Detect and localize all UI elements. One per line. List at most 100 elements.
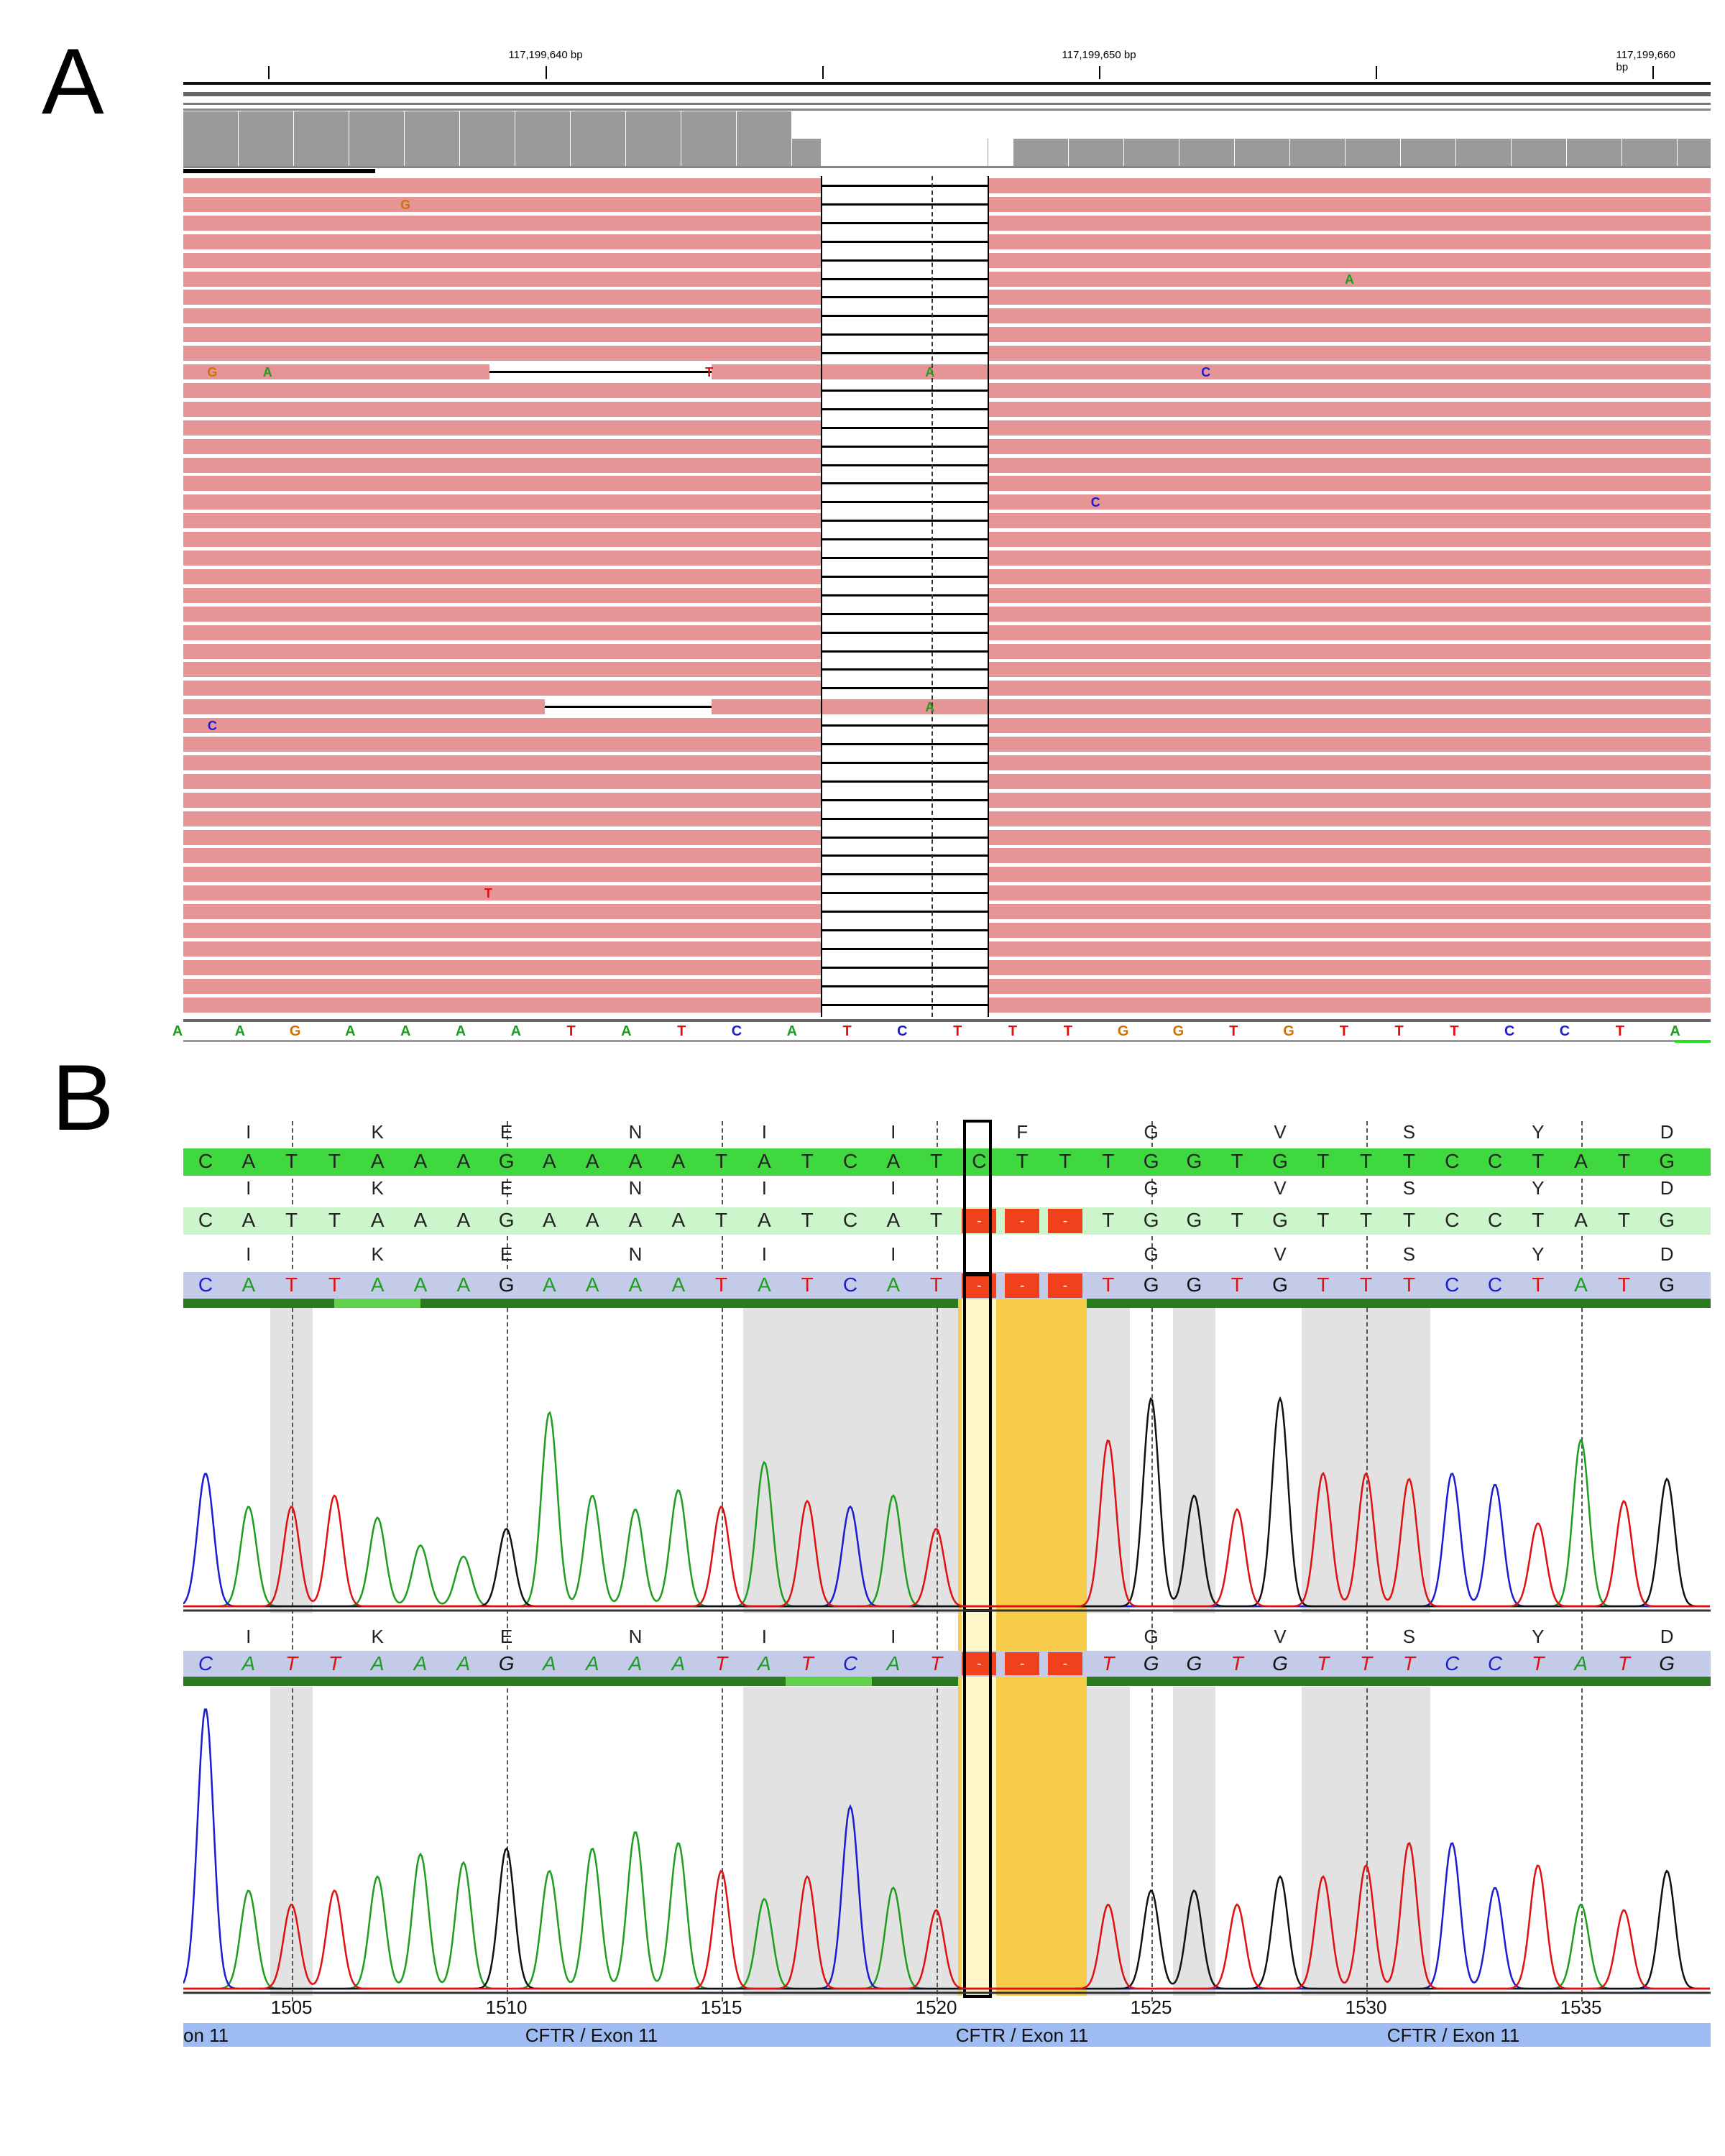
read: [989, 959, 1711, 975]
coverage-bar: [1013, 139, 1068, 166]
reference-base: T: [1229, 1023, 1238, 1039]
deletion-boundary: [988, 176, 989, 1017]
sequence-base: A: [242, 1209, 256, 1231]
read: [183, 215, 821, 231]
amino-acid: I: [891, 1243, 896, 1265]
deletion-line: [821, 185, 989, 187]
read: [989, 923, 1711, 938]
read: [989, 941, 1711, 957]
reference-base: A: [400, 1023, 411, 1039]
position-number: 1520: [915, 1996, 957, 2018]
read: [183, 941, 821, 957]
sequence-base: A: [758, 1209, 771, 1231]
deletion-line: [821, 929, 989, 931]
deletion-line: [821, 352, 989, 355]
quality-bar: [183, 1299, 958, 1308]
quality-bar-low: [786, 1677, 872, 1686]
amino-acid: K: [371, 1243, 384, 1265]
sequence-base: T: [285, 1652, 298, 1674]
read: [989, 494, 1711, 510]
coverage-track: [183, 111, 1711, 166]
amino-acid: S: [1402, 1121, 1416, 1143]
amino-acid: I: [761, 1243, 768, 1265]
sequence-base: A: [886, 1273, 901, 1296]
selection-bar: [1675, 1040, 1711, 1043]
sequence-base: A: [585, 1209, 599, 1231]
coverage-bar: [1456, 139, 1511, 166]
amino-acid: G: [1144, 1626, 1159, 1647]
read: [183, 476, 821, 492]
sequence-base: G: [1186, 1150, 1202, 1172]
sequence-base: T: [930, 1150, 943, 1172]
mismatch-base: G: [207, 365, 218, 379]
amino-acid: V: [1274, 1177, 1287, 1199]
divider: [183, 1019, 1711, 1022]
position-number: 1505: [270, 1996, 313, 2018]
quality-band: [1172, 1308, 1216, 1613]
read: [989, 587, 1711, 603]
deletion-line: [821, 407, 989, 410]
reference-base: T: [1063, 1023, 1072, 1039]
sequence-base: A: [370, 1652, 385, 1674]
sequence-base: A: [1574, 1150, 1588, 1172]
sequence-base: A: [242, 1150, 256, 1172]
read: [989, 382, 1711, 398]
ruler-line: [183, 82, 1711, 85]
sequence-base: A: [413, 1652, 428, 1674]
reference-base: T: [1394, 1023, 1404, 1039]
coverage-bar: [792, 139, 821, 166]
sequence-base: T: [1617, 1150, 1630, 1172]
read: [989, 457, 1711, 473]
sequence-base: T: [1230, 1273, 1243, 1296]
coverage-bar: [294, 111, 349, 166]
deletion-box: -: [1005, 1273, 1040, 1298]
amino-acid: G: [1144, 1177, 1159, 1199]
read: [183, 997, 821, 1013]
read: [183, 550, 821, 566]
read: [989, 643, 1711, 659]
deletion-line: [821, 687, 989, 690]
trace-C: [183, 1708, 1710, 1990]
mismatch-base: G: [400, 197, 411, 212]
coverage-bar: [460, 111, 515, 166]
sequence-base: T: [328, 1209, 341, 1231]
sequence-base: G: [1143, 1150, 1159, 1172]
read: [183, 420, 821, 436]
deletion-line: [821, 761, 989, 764]
amino-acid: G: [1144, 1243, 1159, 1265]
read: [183, 923, 821, 938]
sequence-base: A: [242, 1273, 256, 1296]
amino-acid: D: [1660, 1243, 1674, 1265]
sequence-base: G: [498, 1652, 515, 1674]
amino-acid: Y: [1532, 1121, 1545, 1143]
deletion-boundary: [821, 176, 822, 1017]
reference-base: G: [1117, 1023, 1129, 1039]
sequence-base: T: [1532, 1209, 1545, 1231]
reference-base: T: [1615, 1023, 1624, 1039]
amino-acid: K: [371, 1177, 384, 1199]
amino-acid: V: [1274, 1243, 1287, 1265]
ruler-label: 117,199,640 bp: [508, 49, 583, 61]
read: [183, 252, 821, 268]
read: [989, 811, 1711, 826]
sequence-base: T: [1059, 1150, 1072, 1172]
deletion-line: [821, 650, 989, 653]
sequence-base: T: [1102, 1209, 1115, 1231]
codon-divider: [1581, 1121, 1583, 2001]
sequence-base: T: [1360, 1652, 1373, 1674]
amino-acid: S: [1402, 1626, 1416, 1647]
deletion-line: [821, 426, 989, 429]
read: [183, 568, 821, 584]
reference-base: A: [172, 1023, 183, 1039]
sequence-base: T: [930, 1273, 943, 1296]
sequence-base: G: [1659, 1652, 1675, 1674]
codon-divider: [506, 1121, 508, 2001]
panel-b-label: B: [52, 1045, 114, 1150]
amino-acid: S: [1402, 1243, 1416, 1265]
mismatch-base: A: [925, 365, 935, 379]
sequence-base: T: [715, 1209, 728, 1231]
coverage-bar: [626, 111, 681, 166]
exon-label: CFTR / Exon 11: [1386, 2024, 1520, 2046]
sequence-base: G: [498, 1150, 515, 1172]
reference-base: T: [677, 1023, 686, 1039]
